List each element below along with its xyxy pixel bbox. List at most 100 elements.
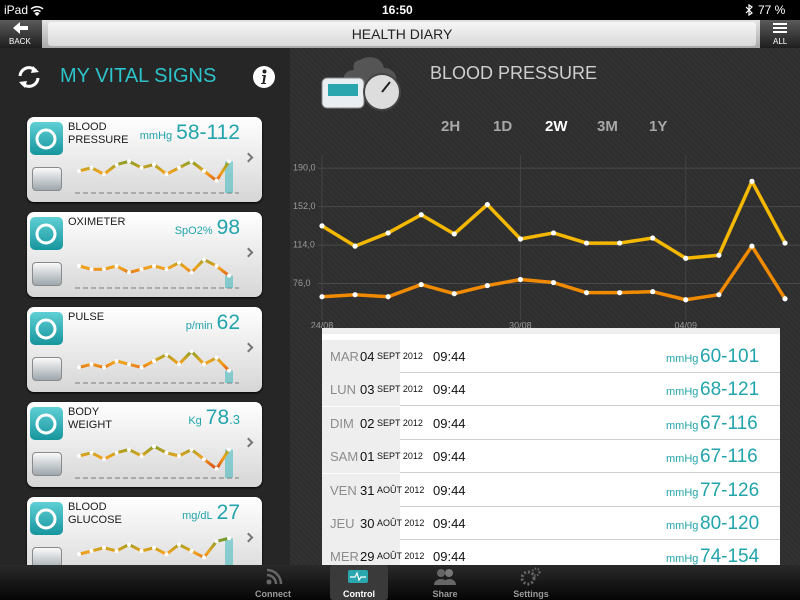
sparkline-point bbox=[139, 454, 144, 458]
sparkline-point bbox=[89, 549, 94, 553]
range-tab[interactable]: 2W bbox=[545, 118, 568, 135]
reading-row: DIM 02 SEPT 2012 09:44 mmHg 67-116 bbox=[322, 406, 780, 440]
series-point bbox=[418, 281, 424, 288]
card-value: 62 bbox=[216, 311, 240, 334]
sparkline-point bbox=[189, 447, 194, 452]
vital-card[interactable]: OXIMETER SpO2% 98 bbox=[27, 212, 262, 297]
tab-item[interactable]: Control bbox=[330, 565, 388, 600]
glyph bbox=[266, 579, 272, 585]
menu-button[interactable]: ALL bbox=[760, 20, 800, 48]
row-day: VEN bbox=[322, 473, 400, 507]
menu-icon bbox=[773, 23, 787, 33]
sparkline-point bbox=[164, 450, 169, 455]
sparkline bbox=[75, 444, 239, 479]
glyph bbox=[445, 569, 453, 577]
series-point bbox=[517, 236, 524, 242]
sparkline-point bbox=[227, 273, 231, 278]
range-tab[interactable]: 3M bbox=[597, 118, 618, 135]
sparkline-point bbox=[177, 542, 181, 547]
row-date: 01 bbox=[360, 449, 375, 465]
range-tab[interactable]: 1Y bbox=[649, 118, 668, 135]
sparkline-point bbox=[164, 267, 169, 272]
glyph bbox=[35, 413, 57, 435]
sparkline-current-bar bbox=[225, 449, 233, 478]
card-value: 98 bbox=[216, 216, 240, 239]
row-time: 09:44 bbox=[433, 516, 466, 531]
sparkline-point bbox=[177, 260, 181, 265]
glyph bbox=[35, 508, 57, 530]
series-point bbox=[550, 230, 557, 236]
series-point bbox=[484, 202, 490, 208]
sparkline-point bbox=[127, 542, 131, 547]
series-point bbox=[617, 290, 623, 296]
row-time: 09:44 bbox=[433, 549, 466, 565]
row-month: AOÛT 2012 bbox=[377, 484, 425, 495]
back-button[interactable]: BACK bbox=[0, 20, 42, 48]
row-time: 09:44 bbox=[433, 349, 466, 364]
reading-row: SAM 01 SEPT 2012 09:44 mmHg 67-116 bbox=[322, 440, 780, 474]
series-point bbox=[683, 297, 689, 303]
sparkline-point bbox=[214, 539, 219, 544]
tab-label: Share bbox=[432, 589, 458, 599]
series-point bbox=[583, 290, 590, 296]
tab-item[interactable]: Share bbox=[416, 565, 474, 600]
reading-row: LUN 03 SEPT 2012 09:44 mmHg 68-121 bbox=[322, 373, 780, 407]
sparkline-point bbox=[77, 454, 81, 458]
sparkline bbox=[75, 257, 239, 289]
detail-title: BLOOD PRESSURE bbox=[430, 63, 598, 83]
vital-card[interactable]: PULSE p/min 62 bbox=[27, 307, 262, 392]
card-name: BODY WEIGHT bbox=[68, 406, 112, 431]
range-tab[interactable]: 2H bbox=[441, 118, 461, 135]
reading-row: JEU 30 AOÛT 2012 09:44 mmHg 80-120 bbox=[322, 507, 780, 540]
card-reading: Kg 78.3 bbox=[188, 406, 240, 430]
sparkline-point bbox=[102, 457, 106, 462]
series-point bbox=[451, 291, 457, 297]
tab-label: Control bbox=[343, 589, 375, 599]
refresh-button[interactable] bbox=[16, 64, 42, 90]
row-time: 09:44 bbox=[433, 482, 466, 498]
range-tab[interactable]: 1D bbox=[493, 118, 513, 135]
info-button[interactable] bbox=[252, 65, 276, 89]
row-value: 74-154 bbox=[700, 546, 760, 565]
sparkline-point bbox=[214, 466, 219, 471]
row-unit: mmHg bbox=[666, 353, 699, 365]
sparkline-point bbox=[214, 178, 219, 183]
sparkline-point bbox=[89, 450, 94, 455]
sparkline-point bbox=[214, 264, 219, 268]
tab-label: Connect bbox=[255, 589, 291, 599]
series-point bbox=[749, 243, 755, 249]
row-month: AOÛT 2012 bbox=[377, 518, 425, 528]
nav-title: HEALTH DIARY bbox=[48, 22, 756, 46]
device-icon bbox=[32, 262, 62, 286]
tab-icon bbox=[266, 568, 283, 585]
series-point bbox=[550, 279, 557, 286]
sparkline-point bbox=[164, 352, 169, 357]
card-reading: mmHg 58-112 bbox=[140, 121, 240, 145]
sparkline-point bbox=[114, 359, 119, 363]
glyph bbox=[266, 568, 283, 585]
card-reading: mg/dL 27 bbox=[182, 501, 240, 525]
series-point bbox=[683, 255, 689, 261]
sparkline-point bbox=[127, 362, 131, 367]
sparkline-point bbox=[89, 165, 94, 170]
tab-item[interactable]: Connect bbox=[244, 565, 302, 600]
series-point bbox=[782, 240, 788, 246]
sparkline-point bbox=[139, 365, 144, 370]
chart: 76,0 114,0 152,0 190,0 24/08 30/08 04/09 bbox=[293, 155, 800, 328]
series-point bbox=[352, 243, 358, 249]
sparkline-point bbox=[127, 270, 131, 275]
row-date: 04 bbox=[360, 349, 375, 364]
nav-bar: BACK HEALTH DIARY ALL bbox=[0, 20, 800, 48]
sparkline-point bbox=[152, 264, 156, 268]
card-icon bbox=[30, 502, 63, 535]
vital-card[interactable]: BLOOD PRESSURE mmHg 58-112 bbox=[27, 117, 262, 202]
sparkline-point bbox=[227, 447, 231, 452]
menu-label: ALL bbox=[773, 37, 788, 46]
glyph bbox=[35, 128, 57, 150]
row-unit: mmHg bbox=[666, 453, 699, 466]
tab-icon bbox=[520, 567, 541, 586]
tab-item[interactable]: Settings bbox=[502, 565, 560, 600]
sparkline-point bbox=[227, 536, 231, 541]
vital-card[interactable]: BODY WEIGHT Kg 78.3 bbox=[27, 402, 262, 487]
wifi-icon bbox=[30, 5, 44, 16]
